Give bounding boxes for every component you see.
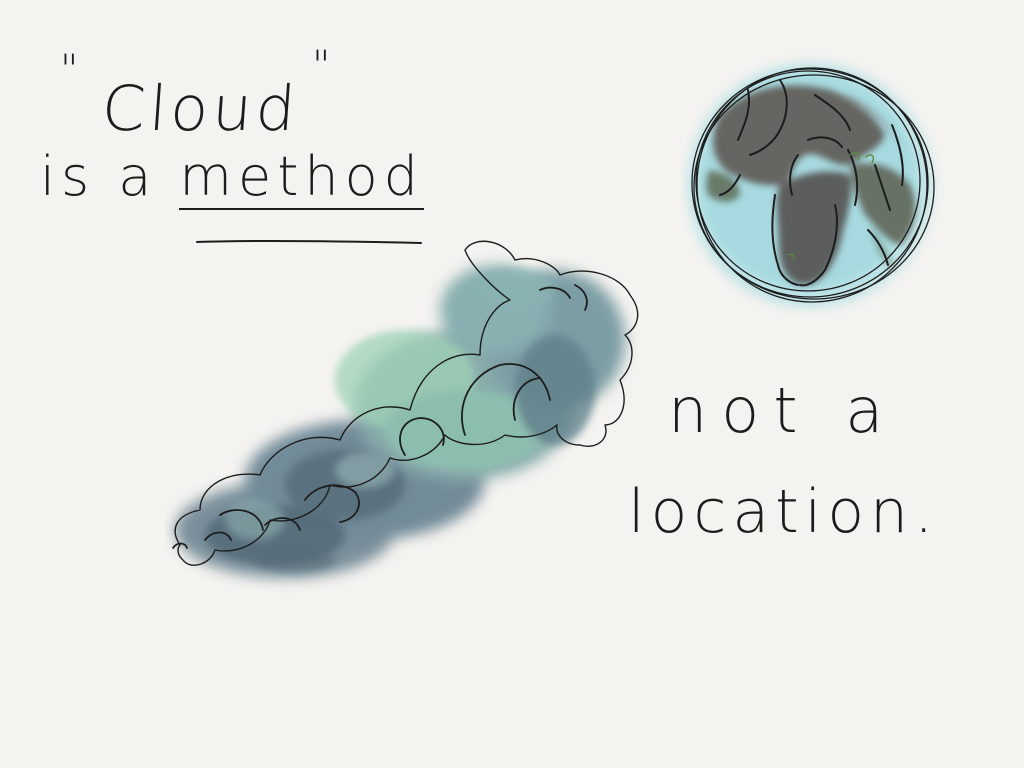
line-four: location.: [628, 477, 940, 547]
line-three: not a: [668, 374, 898, 447]
underline-stroke: [196, 239, 422, 244]
title-word: Cloud: [99, 72, 302, 145]
line-two: is a method: [40, 145, 424, 210]
line-two-prefix: is a: [40, 145, 158, 208]
quote-close: ": [312, 43, 330, 89]
emphasis-word: method: [179, 145, 424, 210]
cloud-icon: [172, 240, 639, 578]
quote-open: ": [60, 47, 78, 93]
globe-icon: [688, 63, 935, 307]
